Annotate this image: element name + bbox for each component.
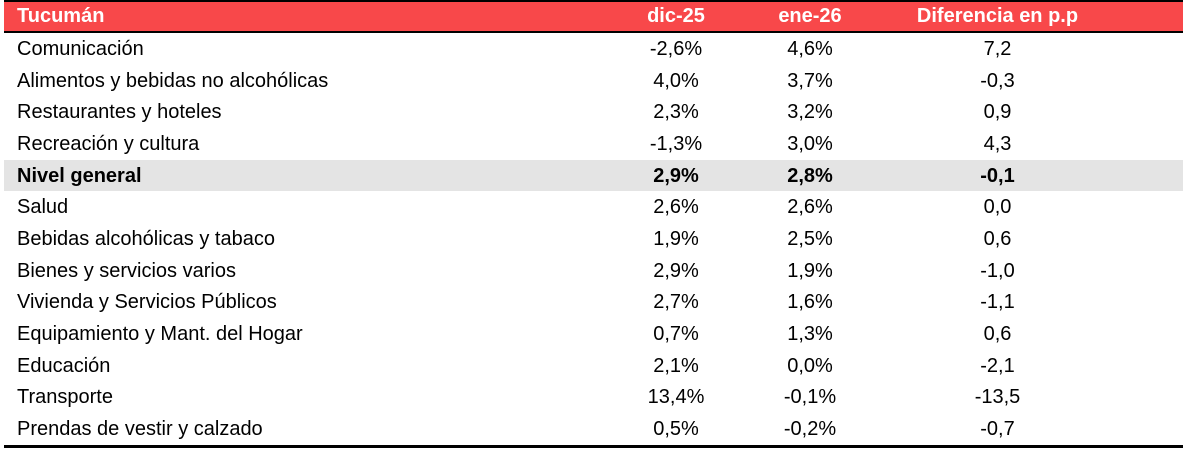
- header-cell-ene-26: ene-26: [743, 1, 877, 33]
- cell-dic25: 2,3%: [653, 101, 699, 124]
- cell-ene26: 3,0%: [787, 132, 833, 155]
- cell-dic25: 0,7%: [653, 323, 699, 346]
- cell-label: Salud: [17, 196, 69, 219]
- table-row: Equipamiento y Mant. del Hogar 0,7% 1,3% 0,…: [4, 318, 1183, 350]
- cell-diff: -0,1: [877, 159, 1183, 192]
- cell-label: Equipamiento y Mant. del Hogar: [17, 323, 303, 346]
- header-cell-diferencia: Diferencia en p.p: [877, 1, 1183, 33]
- cell-label: Alimentos y bebidas no alcohólicas: [17, 69, 329, 92]
- cell-dic25: 2,9%: [653, 259, 699, 282]
- table-row: Transporte 13,4% -0,1% -13,5: [4, 382, 1183, 414]
- cell-diff: -0,3: [980, 69, 1015, 92]
- cell-diff: 0,6: [983, 323, 1012, 346]
- cell-diff: -0,7: [980, 418, 1015, 441]
- cell-label: Bienes y servicios varios: [17, 259, 236, 282]
- cell-ene26: 1,6%: [787, 291, 833, 314]
- cell-diff: 4,3: [983, 132, 1012, 155]
- cell-ene26: 0,0%: [787, 354, 833, 377]
- cell-ene26: -0,2%: [783, 418, 837, 441]
- cell-label: Nivel general: [4, 159, 609, 192]
- table-header: Tucumán dic-25 ene-26 Diferencia en p.p: [4, 1, 1183, 33]
- cell-dic25: 2,9%: [609, 159, 743, 192]
- cell-label: Bebidas alcohólicas y tabaco: [17, 227, 275, 250]
- table-row: Recreación y cultura -1,3% 3,0% 4,3: [4, 128, 1183, 160]
- cell-diff: -1,0: [980, 259, 1015, 282]
- cell-diff: 0,9: [983, 101, 1012, 124]
- cell-diff: -2,1: [980, 354, 1015, 377]
- table-row-nivel-general: Nivel general 2,9% 2,8% -0,1: [4, 159, 1183, 192]
- table-row: Bebidas alcohólicas y tabaco 1,9% 2,5% 0,6: [4, 223, 1183, 255]
- cell-ene26: 1,9%: [787, 259, 833, 282]
- cell-ene26: 2,5%: [787, 227, 833, 250]
- cell-ene26: 3,7%: [787, 69, 833, 92]
- cell-dic25: 1,9%: [653, 227, 699, 250]
- cell-label: Comunicación: [17, 37, 144, 60]
- cell-dic25: 4,0%: [653, 69, 699, 92]
- cell-dic25: 2,6%: [653, 196, 699, 219]
- table-row: Prendas de vestir y calzado 0,5% -0,2% -0,7: [4, 413, 1183, 446]
- table-row: Restaurantes y hoteles 2,3% 3,2% 0,9: [4, 96, 1183, 128]
- cell-ene26: 1,3%: [787, 323, 833, 346]
- cell-label: Restaurantes y hoteles: [17, 101, 222, 124]
- cell-diff: -13,5: [974, 386, 1021, 409]
- cell-ene26: 4,6%: [787, 37, 833, 60]
- header-cell-dic-25: dic-25: [609, 1, 743, 33]
- table-row: Alimentos y bebidas no alcohólicas 4,0% 3,…: [4, 65, 1183, 97]
- cell-dic25: 13,4%: [647, 386, 705, 409]
- cell-label: Transporte: [17, 386, 113, 409]
- cell-label: Vivienda y Servicios Públicos: [17, 291, 277, 314]
- table-row: Comunicación -2,6% 4,6% 7,2: [4, 32, 1183, 65]
- ipc-tucuman-table: Tucumán dic-25 ene-26 Diferencia en p.p …: [4, 0, 1183, 448]
- header-cell-region: Tucumán: [4, 1, 609, 33]
- table-body: Comunicación -2,6% 4,6% 7,2 Alimentos y bebi…: [4, 32, 1183, 446]
- cell-ene26: 2,8%: [743, 159, 877, 192]
- cell-dic25: 0,5%: [653, 418, 699, 441]
- cell-dic25: 2,7%: [653, 291, 699, 314]
- cell-ene26: 3,2%: [787, 101, 833, 124]
- cell-dic25: -2,6%: [649, 37, 703, 60]
- cell-label: Prendas de vestir y calzado: [17, 418, 263, 441]
- cell-diff: 0,0: [983, 196, 1012, 219]
- cell-dic25: -1,3%: [649, 132, 703, 155]
- table-row: Salud 2,6% 2,6% 0,0: [4, 191, 1183, 223]
- cell-ene26: 2,6%: [787, 196, 833, 219]
- cell-diff: -1,1: [980, 291, 1015, 314]
- table-row: Vivienda y Servicios Públicos 2,7% 1,6% -1,…: [4, 287, 1183, 319]
- cell-diff: 7,2: [983, 37, 1012, 60]
- table-row: Educación 2,1% 0,0% -2,1: [4, 350, 1183, 382]
- cell-label: Recreación y cultura: [17, 132, 200, 155]
- cell-dic25: 2,1%: [653, 354, 699, 377]
- cell-diff: 0,6: [983, 227, 1012, 250]
- cell-ene26: -0,1%: [783, 386, 837, 409]
- table-row: Bienes y servicios varios 2,9% 1,9% -1,0: [4, 255, 1183, 287]
- header-row: Tucumán dic-25 ene-26 Diferencia en p.p: [4, 1, 1183, 33]
- cell-label: Educación: [17, 354, 111, 377]
